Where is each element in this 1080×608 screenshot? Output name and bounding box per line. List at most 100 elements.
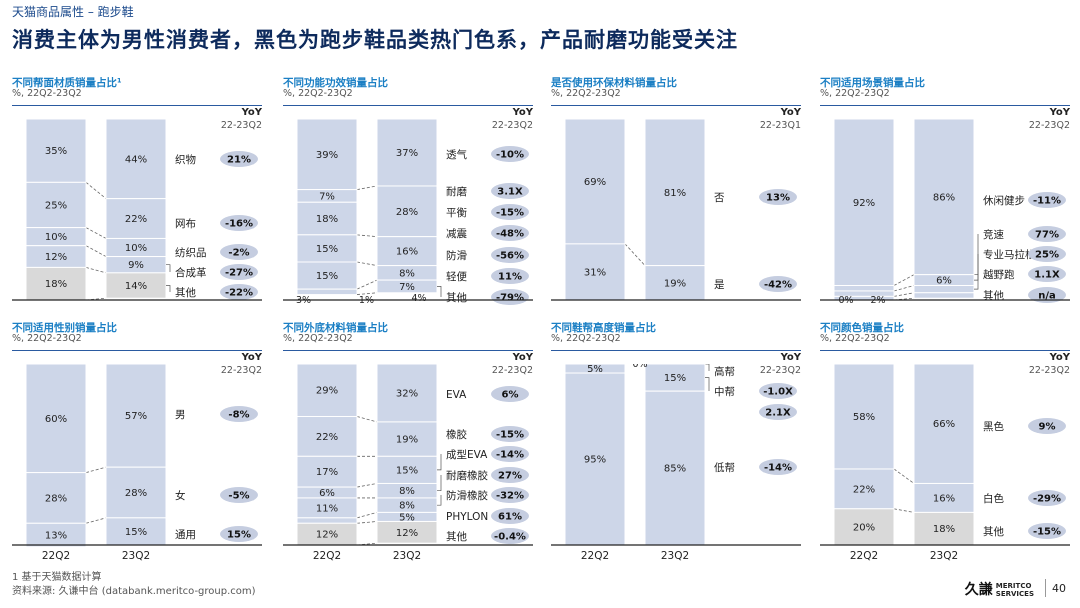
bar-segment-透气-0-v2	[376, 119, 438, 187]
chart-top-rule	[12, 105, 262, 106]
bar-value-label: 6%	[936, 276, 952, 287]
bar-value-label: 28%	[125, 488, 147, 499]
yoy-value: -8%	[228, 410, 249, 421]
bar-value-label: 22%	[853, 484, 875, 495]
segment-connector	[356, 483, 378, 488]
bar-value-label: 8%	[399, 268, 415, 279]
label-leader-line	[437, 286, 442, 297]
chart-subtitle: %, 22Q2-23Q2	[820, 88, 890, 99]
segment-label: 平衡	[446, 207, 467, 219]
chart-top-rule	[12, 350, 262, 351]
chart-title: 不同帮面材质销量占比¹	[12, 77, 122, 89]
x-tick-label: 22Q2	[850, 550, 878, 562]
yoy-pill	[1028, 266, 1066, 282]
label-leader-line	[974, 234, 979, 276]
yoy-period: 22-23Q2	[1028, 365, 1070, 376]
segment-connector	[356, 512, 378, 519]
chart-title: 不同鞋帮高度销量占比	[551, 322, 656, 334]
stacked-bar-chart: 69% 81% 否 13% 31% 19% 是 -42%	[551, 119, 801, 301]
label-leader-line	[437, 475, 442, 492]
bar-segment-否-0-v2	[644, 119, 706, 267]
yoy-pill	[491, 247, 529, 263]
bar-segment-成型EVA-2-v1	[296, 455, 358, 488]
segment-label: 高帮	[714, 365, 735, 378]
bar-segment-黑色-0-v2	[913, 364, 975, 484]
segment-connector	[893, 285, 915, 292]
page-title: 消费主体为男性消费者，黑色为跑步鞋品类热门色系，产品耐磨功能受关注	[12, 28, 738, 52]
yoy-value: 11%	[498, 272, 522, 283]
yoy-pill	[491, 183, 529, 199]
yoy-pill	[491, 528, 529, 544]
bar-segment-橡胶-1-v1	[296, 415, 358, 457]
x-tick-label: 22Q2	[313, 550, 341, 562]
segment-connector	[85, 517, 107, 524]
segment-label: 白色	[983, 492, 1004, 505]
yoy-value: 15%	[227, 530, 251, 541]
segment-connector	[85, 466, 107, 473]
segment-connector	[356, 521, 378, 524]
bar-value-label: 15%	[125, 527, 147, 538]
chart-subtitle: %, 22Q2-23Q2	[551, 333, 621, 344]
label-leader-line	[974, 274, 979, 290]
stacked-bar-chart: 29% 32% EVA 6% 22% 19% 橡胶 -15% 17% 15% 成型EVA -14% 6%…	[283, 364, 533, 562]
bar-value-label: 12%	[316, 530, 338, 541]
yoy-header: YoY	[780, 107, 801, 118]
bar-value-label: 37%	[396, 148, 418, 159]
chart-title: 不同功能功效销量占比	[283, 77, 388, 89]
bar-value-label: 17%	[316, 467, 338, 478]
bar-value-label: 16%	[933, 493, 955, 504]
yoy-pill	[759, 383, 797, 399]
bar-value-label: 12%	[45, 252, 67, 263]
yoy-header: YoY	[512, 107, 533, 118]
yoy-value: 27%	[498, 471, 522, 482]
yoy-pill	[1028, 418, 1066, 434]
bar-segment-防滑-4-v2	[376, 236, 438, 267]
yoy-value: 77%	[1035, 230, 1059, 241]
x-tick-label: 22Q2	[581, 550, 609, 562]
yoy-value: -10%	[496, 150, 524, 161]
bar-segment-低帮-3-v1	[564, 372, 626, 546]
yoy-value: -48%	[496, 229, 524, 240]
segment-connector	[85, 227, 107, 239]
chart-top-rule	[820, 105, 1070, 106]
segment-connector	[356, 292, 378, 295]
yoy-value: -79%	[496, 293, 524, 304]
bar-value-label: 10%	[125, 243, 147, 254]
segment-label: 其他	[983, 525, 1004, 538]
bar-value-label: 5%	[399, 512, 415, 523]
segment-label: EVA	[446, 389, 467, 401]
yoy-pill	[220, 284, 258, 300]
chart-title: 不同颜色销量占比	[820, 322, 904, 334]
segment-label: 防滑	[446, 249, 467, 262]
segment-connector	[893, 297, 915, 301]
chart-panel-8: 不同颜色销量占比%, 22Q2-23Q2 YoY 22-23Q2 58% 66% 黑色 9%…	[820, 320, 1070, 562]
yoy-pill	[491, 386, 529, 402]
segment-label: 成型EVA	[446, 448, 488, 461]
yoy-pill	[491, 467, 529, 483]
segment-label: 休闲健步	[983, 194, 1025, 207]
yoy-pill	[491, 487, 529, 503]
segment-connector	[85, 267, 107, 274]
bar-segment-织物-0-v1	[25, 119, 87, 183]
bar-segment-中帮-1-v2	[644, 364, 706, 392]
bar-segment-白色-1-v2	[913, 482, 975, 513]
segment-label: 其他	[983, 289, 1004, 302]
segment-connector	[85, 297, 107, 301]
yoy-value: n/a	[1038, 291, 1056, 302]
segment-label: 透气	[446, 148, 467, 161]
bar-value-label: 15%	[316, 244, 338, 255]
stacked-bar-chart: 92% 86% 休闲健步 -11% 竞速 77% 6% 专业马拉松 25% 越野跑 1.1X 其他 n/…	[820, 119, 1070, 306]
yoy-period: 22-23Q2	[491, 120, 533, 131]
chart-top-rule	[551, 350, 801, 351]
yoy-period: 22-23Q2	[220, 120, 262, 131]
bar-value-label: 18%	[316, 214, 338, 225]
bar-segment-男-0-v1	[25, 364, 87, 474]
yoy-value: -15%	[1033, 527, 1061, 538]
label-leader-line	[974, 254, 979, 281]
bar-value-label: 18%	[933, 524, 955, 535]
yoy-pill	[491, 446, 529, 462]
bar-value-label: 66%	[933, 419, 955, 430]
bar-value-label: 28%	[45, 493, 67, 504]
segment-label: 是	[714, 279, 725, 291]
label-leader-line	[166, 264, 171, 272]
